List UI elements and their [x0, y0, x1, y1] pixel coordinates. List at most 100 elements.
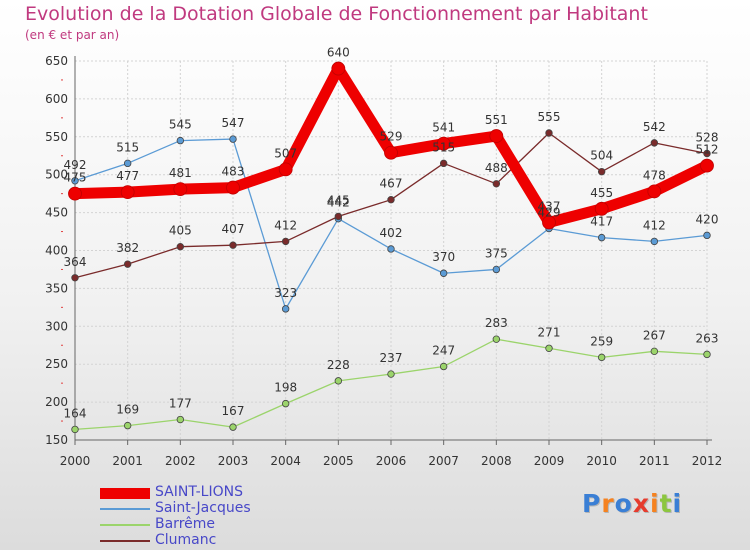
data-label: 541 — [432, 121, 455, 135]
data-point — [439, 159, 448, 168]
data-label: 420 — [696, 212, 719, 226]
data-point — [71, 425, 79, 434]
data-point — [123, 260, 132, 268]
legend-label: Barrême — [155, 516, 216, 532]
data-point — [281, 237, 290, 246]
data-label: 167 — [222, 404, 245, 418]
data-label: 478 — [643, 168, 666, 182]
data-point — [439, 269, 448, 277]
x-tick-label: 2001 — [112, 454, 143, 468]
y-tick-label: 150 — [45, 433, 68, 447]
data-label: 402 — [380, 226, 403, 240]
legend-item: SAINT-LIONS — [100, 484, 350, 501]
data-point — [594, 201, 609, 216]
y-axis-ticks: 150 200 250 300 350 400 450 500 550 600 650 — [45, 54, 68, 447]
data-label: 477 — [116, 169, 139, 183]
data-point — [650, 139, 659, 147]
chart-title: Evolution de la Dotation Globale de Fonc… — [25, 3, 648, 25]
data-label: 445 — [327, 193, 350, 207]
logo-letter: i — [672, 489, 683, 518]
data-point — [123, 159, 132, 168]
data-label: 492 — [64, 158, 87, 172]
data-label: 429 — [538, 206, 561, 220]
legend-label: SAINT-LIONS — [155, 484, 243, 500]
data-label: 271 — [538, 325, 561, 339]
y-tick-label: 550 — [45, 130, 68, 144]
x-tick-label: 2010 — [586, 454, 617, 468]
data-label: 259 — [590, 334, 613, 348]
data-point — [229, 423, 237, 431]
data-label: 542 — [643, 120, 666, 134]
data-point — [492, 335, 501, 343]
data-point — [120, 185, 135, 200]
data-label: 405 — [169, 224, 192, 238]
data-label: 481 — [169, 166, 192, 180]
legend: SAINT-LIONS Saint-Jacques Barrême Clumanc — [100, 484, 350, 549]
data-point — [545, 344, 553, 352]
data-label: 382 — [116, 241, 139, 255]
x-tick-label: 2012 — [692, 454, 723, 468]
y-tick-label: 600 — [45, 92, 68, 106]
logo-letter: o — [614, 489, 633, 518]
data-point — [331, 61, 346, 76]
data-label: 529 — [380, 130, 403, 144]
data-point — [492, 180, 501, 188]
data-point — [71, 177, 79, 185]
data-points — [68, 61, 714, 434]
logo-letter: r — [601, 489, 615, 518]
data-point — [334, 377, 343, 385]
y-tick-label: 200 — [45, 395, 68, 409]
proxiti-logo: Proxiti — [582, 489, 682, 518]
data-point — [703, 231, 711, 240]
legend-label: Saint-Jacques — [155, 500, 251, 516]
data-label: 515 — [116, 140, 139, 154]
x-tick-label: 2006 — [376, 454, 407, 468]
data-point — [597, 167, 606, 176]
data-label: 164 — [64, 406, 87, 420]
x-tick-label: 2008 — [481, 454, 512, 468]
data-point — [597, 353, 606, 362]
y-tick-label: 400 — [45, 244, 68, 258]
data-point — [281, 399, 290, 408]
data-point — [542, 215, 556, 230]
data-label: 551 — [485, 113, 508, 127]
logo-letter: P — [582, 489, 602, 518]
legend-swatch — [100, 508, 150, 510]
data-point — [387, 196, 395, 204]
data-point — [123, 421, 132, 430]
data-label: 412 — [274, 218, 297, 232]
data-point — [439, 362, 448, 371]
data-point — [334, 212, 343, 221]
legend-item: Clumanc — [100, 532, 350, 549]
data-point — [173, 182, 188, 197]
data-point — [229, 135, 237, 143]
data-label: 263 — [696, 331, 719, 345]
data-point — [597, 233, 606, 242]
data-label: 247 — [432, 343, 455, 357]
x-tick-label: 2007 — [428, 454, 459, 468]
data-point — [384, 145, 398, 160]
logo-letter: x — [632, 489, 650, 518]
data-label: 475 — [64, 171, 87, 185]
chart-subtitle: (en € et par an) — [25, 28, 120, 42]
data-label: 370 — [432, 250, 455, 264]
data-label: 417 — [590, 215, 613, 229]
axes — [74, 56, 712, 441]
data-label: 412 — [643, 218, 666, 232]
data-label: 515 — [432, 140, 455, 154]
data-label: 528 — [696, 130, 719, 144]
data-label: 545 — [169, 118, 192, 132]
x-tick-label: 2009 — [534, 454, 565, 468]
data-point — [71, 274, 79, 282]
data-point — [650, 347, 659, 356]
y-tick-label: 250 — [45, 357, 68, 371]
data-label: 437 — [538, 199, 561, 213]
data-point — [703, 149, 711, 158]
data-label: 455 — [590, 186, 613, 200]
data-point — [387, 370, 395, 378]
data-label: 375 — [485, 246, 508, 260]
data-label: 507 — [274, 146, 297, 160]
y-tick-label: 300 — [45, 319, 68, 333]
